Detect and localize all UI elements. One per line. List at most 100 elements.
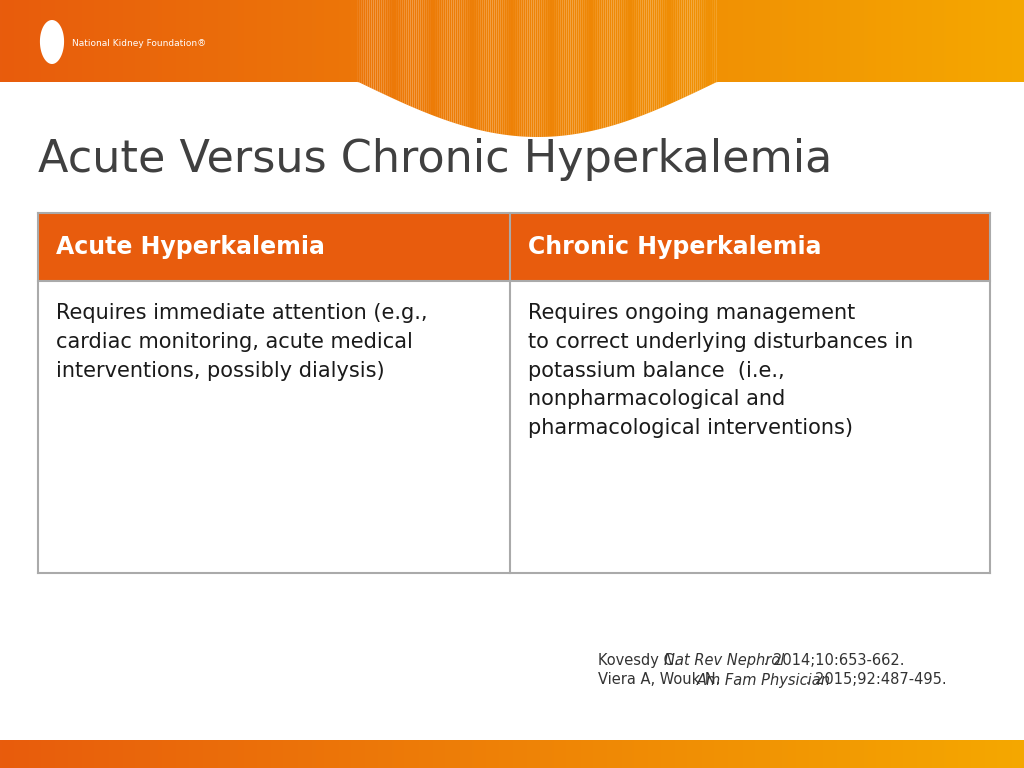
- Polygon shape: [946, 0, 948, 82]
- Polygon shape: [636, 0, 638, 118]
- Polygon shape: [605, 740, 607, 768]
- Polygon shape: [233, 0, 236, 82]
- Polygon shape: [452, 0, 454, 123]
- Polygon shape: [868, 0, 870, 82]
- Polygon shape: [848, 0, 850, 82]
- Polygon shape: [907, 740, 909, 768]
- Polygon shape: [47, 740, 49, 768]
- Polygon shape: [78, 740, 80, 768]
- Polygon shape: [607, 0, 609, 127]
- Polygon shape: [378, 740, 380, 768]
- Polygon shape: [975, 740, 977, 768]
- Polygon shape: [263, 0, 265, 82]
- Polygon shape: [421, 0, 423, 111]
- Polygon shape: [574, 740, 577, 768]
- Polygon shape: [699, 0, 701, 90]
- Polygon shape: [691, 740, 693, 768]
- Polygon shape: [425, 0, 427, 113]
- Polygon shape: [357, 0, 359, 82]
- Polygon shape: [819, 740, 821, 768]
- Polygon shape: [519, 0, 521, 137]
- Polygon shape: [1014, 0, 1016, 82]
- Polygon shape: [744, 740, 746, 768]
- Polygon shape: [891, 0, 893, 82]
- Polygon shape: [53, 740, 55, 768]
- Polygon shape: [883, 740, 885, 768]
- Polygon shape: [558, 740, 560, 768]
- Polygon shape: [55, 0, 57, 82]
- Polygon shape: [242, 0, 244, 82]
- Polygon shape: [209, 740, 211, 768]
- Polygon shape: [572, 0, 574, 134]
- Polygon shape: [611, 0, 613, 126]
- Polygon shape: [583, 0, 585, 133]
- Polygon shape: [714, 740, 716, 768]
- Polygon shape: [899, 740, 901, 768]
- Polygon shape: [8, 0, 10, 82]
- Polygon shape: [386, 0, 388, 96]
- Polygon shape: [967, 0, 969, 82]
- Polygon shape: [807, 740, 809, 768]
- Polygon shape: [35, 0, 37, 82]
- Polygon shape: [495, 740, 497, 768]
- Polygon shape: [954, 740, 956, 768]
- Polygon shape: [572, 740, 574, 768]
- Polygon shape: [415, 0, 417, 109]
- Polygon shape: [685, 0, 687, 97]
- Polygon shape: [632, 0, 634, 119]
- Polygon shape: [922, 0, 924, 82]
- Polygon shape: [809, 0, 811, 82]
- Polygon shape: [321, 0, 323, 82]
- Polygon shape: [679, 0, 681, 100]
- Polygon shape: [568, 740, 570, 768]
- Polygon shape: [329, 0, 331, 82]
- Polygon shape: [213, 0, 215, 82]
- Polygon shape: [109, 0, 111, 82]
- Polygon shape: [231, 0, 233, 82]
- Polygon shape: [831, 740, 834, 768]
- Polygon shape: [663, 0, 665, 107]
- Polygon shape: [589, 740, 591, 768]
- Polygon shape: [805, 0, 807, 82]
- Polygon shape: [345, 0, 347, 82]
- Polygon shape: [507, 740, 509, 768]
- Polygon shape: [121, 740, 123, 768]
- Polygon shape: [893, 0, 895, 82]
- Polygon shape: [382, 0, 384, 94]
- Polygon shape: [893, 740, 895, 768]
- Polygon shape: [347, 0, 349, 82]
- Polygon shape: [1022, 0, 1024, 82]
- Polygon shape: [852, 740, 854, 768]
- Polygon shape: [409, 0, 411, 106]
- Polygon shape: [197, 0, 199, 82]
- Polygon shape: [117, 0, 119, 82]
- Polygon shape: [724, 740, 726, 768]
- Polygon shape: [866, 0, 868, 82]
- Polygon shape: [850, 0, 852, 82]
- Polygon shape: [963, 740, 965, 768]
- Polygon shape: [100, 740, 102, 768]
- Polygon shape: [550, 740, 552, 768]
- Polygon shape: [991, 740, 993, 768]
- Polygon shape: [509, 740, 511, 768]
- Text: National Kidney Foundation®: National Kidney Foundation®: [72, 39, 206, 48]
- Polygon shape: [90, 0, 92, 82]
- Polygon shape: [219, 0, 221, 82]
- Polygon shape: [542, 740, 544, 768]
- Polygon shape: [205, 0, 207, 82]
- Polygon shape: [250, 740, 252, 768]
- Polygon shape: [1001, 740, 1004, 768]
- Polygon shape: [1008, 740, 1010, 768]
- Polygon shape: [431, 740, 433, 768]
- Polygon shape: [316, 0, 318, 82]
- Polygon shape: [236, 740, 238, 768]
- Polygon shape: [267, 0, 269, 82]
- Polygon shape: [259, 0, 261, 82]
- Polygon shape: [720, 740, 722, 768]
- Polygon shape: [158, 740, 160, 768]
- Polygon shape: [632, 740, 634, 768]
- Polygon shape: [88, 740, 90, 768]
- Polygon shape: [20, 740, 23, 768]
- Polygon shape: [376, 0, 378, 91]
- Polygon shape: [730, 0, 732, 82]
